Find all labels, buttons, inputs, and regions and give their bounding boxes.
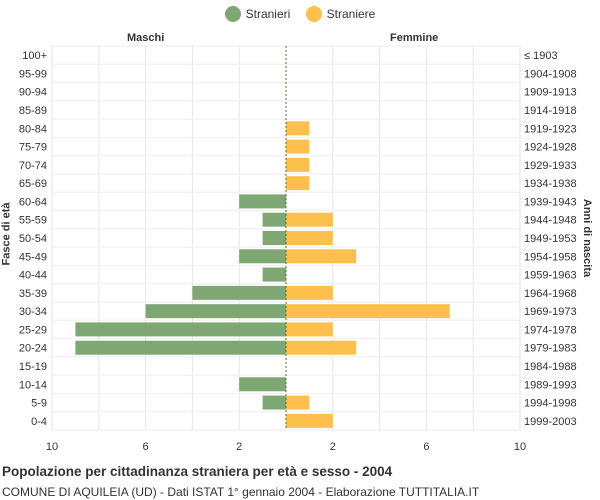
birth-year-label: 1999-2003: [524, 416, 577, 428]
age-label: 35-39: [19, 288, 47, 300]
bar-straniere-0-4: [286, 413, 333, 428]
legend-swatch-straniere: [305, 6, 322, 22]
bar-stranieri-45-49: [239, 249, 286, 264]
x-tick-label: 6: [143, 441, 149, 453]
legend-item-stranieri[interactable]: Stranieri: [224, 6, 291, 22]
birth-year-label: 1989-1993: [524, 379, 577, 391]
bar-stranieri-40-44: [262, 267, 286, 282]
age-label: 40-44: [19, 270, 47, 282]
bar-stranieri-25-29: [75, 322, 287, 337]
age-label: 30-34: [19, 306, 47, 318]
legend: Stranieri Straniere: [0, 6, 600, 25]
chart-title: Popolazione per cittadinanza straniera p…: [2, 464, 393, 479]
birth-year-label: 1939-1943: [524, 196, 577, 208]
bar-straniere-20-24: [286, 340, 357, 355]
age-label: 25-29: [19, 324, 47, 336]
birth-year-label: 1959-1963: [524, 270, 577, 282]
age-label: 60-64: [19, 196, 47, 208]
birth-year-label: 1969-1973: [524, 306, 577, 318]
age-label: 15-19: [19, 361, 47, 373]
bar-straniere-80-84: [286, 121, 310, 136]
bar-stranieri-60-64: [239, 194, 286, 209]
age-label: 65-69: [19, 178, 47, 190]
x-tick-label: 10: [514, 441, 526, 453]
bar-stranieri-10-14: [239, 377, 286, 392]
bar-straniere-25-29: [286, 322, 333, 337]
birth-year-label: 1924-1928: [524, 142, 577, 154]
age-label: 20-24: [19, 343, 47, 355]
age-label: 100+: [22, 50, 47, 62]
age-label: 95-99: [19, 68, 47, 80]
legend-label-stranieri: Stranieri: [245, 7, 291, 21]
age-label: 50-54: [19, 233, 47, 245]
legend-label-straniere: Straniere: [326, 7, 376, 21]
bar-straniere-30-34: [286, 304, 450, 319]
bar-straniere-50-54: [286, 231, 333, 245]
x-tick-label: 10: [46, 441, 58, 453]
birth-year-label: 1919-1923: [524, 123, 577, 135]
bar-stranieri-50-54: [262, 231, 286, 245]
birth-year-label: 1914-1918: [524, 105, 577, 117]
age-label: 70-74: [19, 160, 47, 172]
birth-year-label: 1984-1988: [524, 361, 577, 373]
birth-year-label: 1934-1938: [524, 178, 577, 190]
birth-year-label: 1909-1913: [524, 87, 577, 99]
age-label: 90-94: [19, 87, 47, 99]
bar-straniere-65-69: [286, 176, 310, 191]
age-label: 5-9: [31, 398, 47, 410]
bar-stranieri-30-34: [145, 304, 286, 319]
bar-straniere-75-79: [286, 139, 310, 154]
bar-stranieri-5-9: [262, 395, 286, 410]
age-label: 45-49: [19, 251, 47, 263]
x-tick-label: 2: [236, 441, 242, 453]
birth-year-label: 1929-1933: [524, 160, 577, 172]
birth-year-label: 1949-1953: [524, 233, 577, 245]
bar-stranieri-20-24: [75, 340, 287, 355]
age-label: 75-79: [19, 142, 47, 154]
birth-year-label: 1974-1978: [524, 324, 577, 336]
males-label: Maschi: [127, 32, 165, 44]
x-tick-label: 2: [330, 441, 336, 453]
chart-subtitle: COMUNE DI AQUILEIA (UD) - Dati ISTAT 1° …: [2, 485, 480, 499]
birth-year-label: ≤ 1903: [524, 50, 558, 62]
females-label: Femmine: [390, 32, 439, 44]
legend-swatch-stranieri: [224, 6, 241, 22]
bar-straniere-55-59: [286, 212, 333, 227]
birth-year-label: 1994-1998: [524, 398, 577, 410]
birth-year-label: 1944-1948: [524, 215, 577, 227]
bar-straniere-5-9: [286, 395, 310, 410]
birth-year-label: 1964-1968: [524, 288, 577, 300]
bar-straniere-35-39: [286, 285, 333, 300]
x-tick-label: 6: [423, 441, 429, 453]
age-label: 0-4: [31, 416, 47, 428]
age-label: 55-59: [19, 215, 47, 227]
birth-year-label: 1979-1983: [524, 343, 577, 355]
bar-stranieri-55-59: [262, 212, 286, 227]
age-label: 80-84: [19, 123, 47, 135]
bar-stranieri-35-39: [192, 285, 286, 300]
birth-year-label: 1904-1908: [524, 68, 577, 80]
birth-year-label: 1954-1958: [524, 251, 577, 263]
age-label: 85-89: [19, 105, 47, 117]
age-label: 10-14: [19, 379, 47, 391]
bar-straniere-45-49: [286, 249, 357, 264]
legend-item-straniere[interactable]: Straniere: [305, 6, 376, 22]
bar-straniere-70-74: [286, 157, 310, 172]
